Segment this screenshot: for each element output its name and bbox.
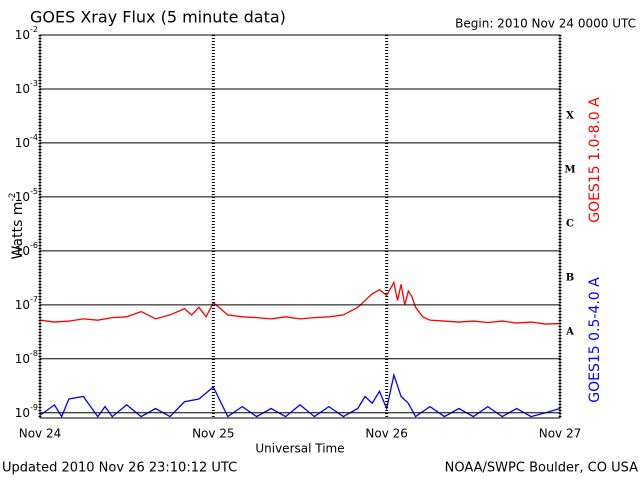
footer-left: Updated 2010 Nov 26 23:10:12 UTC	[2, 461, 237, 476]
y-tick-label: 10-8	[15, 348, 38, 365]
flare-class-label: B	[566, 272, 574, 283]
flare-class-label: A	[565, 326, 574, 337]
series-line	[40, 372, 560, 418]
chart-subtitle: Begin: 2010 Nov 24 0000 UTC	[455, 17, 636, 31]
x-axis-label: Universal Time	[255, 442, 344, 456]
y-tick-label: 10-6	[15, 240, 38, 257]
x-tick-label: Nov 26	[365, 427, 408, 441]
flare-class-label: M	[564, 164, 575, 175]
y-tick-label: 10-4	[15, 132, 38, 149]
series-line	[40, 280, 560, 325]
flare-class-label: C	[566, 218, 574, 229]
y-tick-label: 10-2	[15, 25, 38, 42]
legend-entry: GOES15 0.5-4.0 A	[587, 277, 603, 403]
footer-right: NOAA/SWPC Boulder, CO USA	[445, 461, 638, 476]
y-tick-label: 10-9	[15, 402, 38, 419]
x-tick-label: Nov 27	[539, 427, 582, 441]
y-tick-label: 10-5	[15, 186, 38, 203]
y-tick-label: 10-3	[15, 78, 38, 95]
plot-area	[40, 280, 560, 418]
legend-entry: GOES15 1.0-8.0 A	[587, 97, 603, 223]
x-tick-label: Nov 25	[192, 427, 235, 441]
y-tick-label: 10-7	[15, 294, 38, 311]
x-tick-label: Nov 24	[19, 427, 62, 441]
flare-class-label: X	[566, 110, 574, 121]
y-axis-label: Watts m-2	[8, 193, 27, 260]
plot-frame	[39, 34, 561, 419]
chart-title: GOES Xray Flux (5 minute data)	[30, 8, 286, 27]
